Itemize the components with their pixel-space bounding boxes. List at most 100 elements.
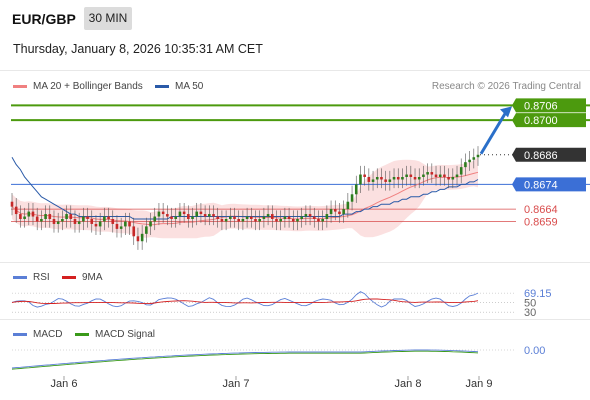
candle — [40, 219, 43, 222]
price-label-box-0 — [512, 98, 586, 113]
candle — [359, 174, 362, 185]
candle — [212, 214, 215, 217]
candle — [296, 219, 299, 222]
candle — [308, 214, 312, 217]
candle — [145, 226, 148, 234]
candle — [464, 162, 467, 168]
candle — [153, 216, 157, 222]
candle — [77, 221, 81, 224]
candle — [375, 177, 379, 180]
candle — [367, 177, 371, 182]
candle — [90, 219, 94, 224]
candle — [124, 221, 127, 227]
macd-tick-label: 0.00 — [524, 345, 545, 357]
macd-chart[interactable]: 0.00 — [0, 320, 590, 377]
candle — [166, 214, 169, 217]
candle — [178, 211, 182, 217]
candle — [409, 174, 413, 177]
price-panel: MA 20 + Bollinger Bands MA 50 Research ©… — [0, 70, 590, 263]
candle — [426, 172, 429, 175]
candle — [270, 214, 274, 219]
legend-ma50: MA 50 — [155, 81, 203, 92]
ma20-swatch — [13, 85, 27, 88]
candle — [157, 211, 161, 217]
candle — [19, 214, 22, 219]
candle — [354, 184, 358, 195]
candle — [472, 157, 476, 160]
candle — [103, 216, 106, 222]
candle — [220, 219, 224, 222]
candle — [413, 177, 417, 180]
candle — [94, 223, 98, 227]
candle — [350, 194, 354, 202]
legend-9ma-label: 9MA — [82, 272, 103, 283]
candle — [447, 177, 450, 180]
candle — [191, 216, 194, 219]
candle — [329, 209, 333, 215]
candle — [455, 174, 459, 177]
candle — [468, 159, 471, 163]
candle — [82, 216, 85, 222]
legend-macd-label: MACD — [33, 329, 63, 340]
ma9-swatch — [62, 276, 76, 279]
price-label-5: 0.8659 — [524, 216, 558, 228]
candle — [216, 216, 220, 219]
candle — [187, 214, 190, 219]
legend-ma20: MA 20 + Bollinger Bands — [13, 81, 143, 92]
candle — [111, 219, 115, 224]
candle — [86, 216, 89, 219]
rsi-panel: RSI 9MA 69.15 50 30 — [0, 262, 590, 320]
price-label-1: 0.8700 — [524, 115, 558, 127]
candle — [291, 219, 295, 222]
candle — [396, 177, 400, 180]
chart-header: EUR/GBP 30 MIN Thursday, January 8, 2026… — [0, 0, 590, 66]
timeframe-button[interactable]: 30 MIN — [84, 7, 132, 30]
time-axis: Jan 6 Jan 7 Jan 8 Jan 9 — [0, 376, 590, 400]
candle — [140, 233, 144, 242]
candle — [279, 219, 282, 222]
candle — [107, 216, 110, 219]
candle — [149, 221, 152, 227]
macd-panel: MACD MACD Signal 0.00 — [0, 319, 590, 377]
candle — [23, 216, 26, 219]
candle — [136, 236, 140, 242]
rsi-ma-line — [11, 298, 479, 305]
candle — [304, 214, 308, 217]
legend-9ma: 9MA — [62, 272, 103, 283]
candle — [254, 219, 257, 222]
rsi-swatch — [13, 276, 27, 279]
candle — [384, 179, 387, 182]
candle — [132, 226, 136, 237]
candle — [434, 174, 438, 177]
x-tick-label: Jan 7 — [223, 378, 250, 390]
legend-rsi-label: RSI — [33, 272, 50, 283]
candle — [115, 223, 119, 229]
candle — [69, 214, 73, 219]
x-tick-label: Jan 9 — [466, 378, 493, 390]
candle — [170, 216, 173, 219]
rsi-tick-label: 69.15 — [524, 288, 552, 300]
legend-rsi: RSI — [13, 272, 50, 283]
candle — [195, 211, 199, 217]
legend-ma50-label: MA 50 — [175, 81, 204, 92]
candle — [61, 219, 64, 222]
price-label-box-2 — [512, 147, 586, 162]
candle — [338, 211, 341, 215]
candle — [459, 167, 463, 175]
candle — [128, 221, 131, 227]
price-label-4: 0.8664 — [524, 204, 558, 216]
candle — [233, 216, 236, 219]
candle — [275, 219, 278, 222]
legend-macd: MACD — [13, 329, 62, 340]
rsi-line — [11, 291, 479, 308]
symbol-label: EUR/GBP — [12, 11, 76, 27]
candle — [241, 219, 245, 222]
candle — [333, 209, 337, 212]
candle — [65, 214, 68, 219]
candle — [371, 179, 375, 182]
timestamp: Thursday, January 8, 2026 10:35:31 AM CE… — [13, 42, 263, 56]
candle — [392, 177, 396, 180]
candle — [48, 214, 52, 219]
